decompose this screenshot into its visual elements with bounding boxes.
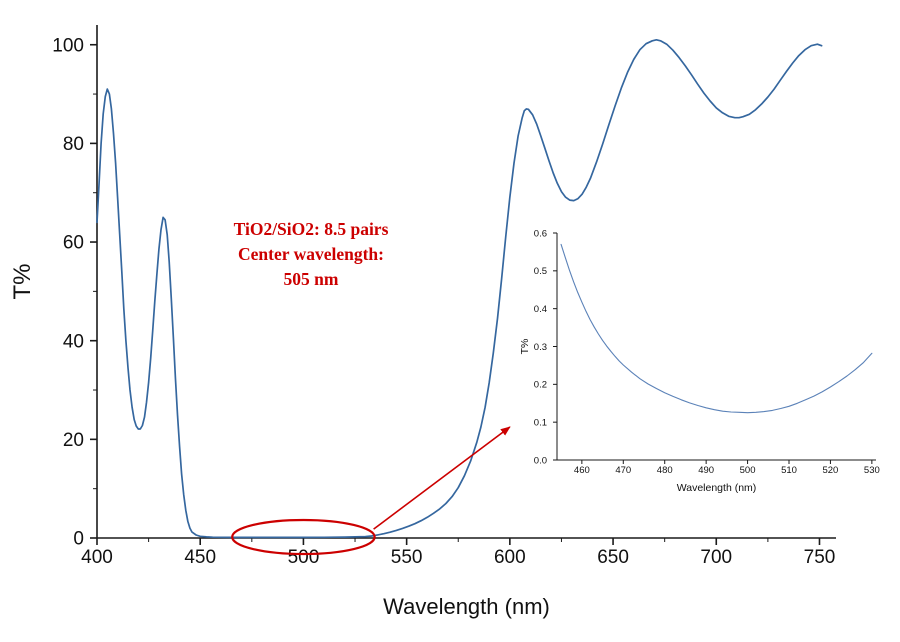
x-tick-label: 700 <box>700 547 732 568</box>
main-x-axis-title: Wavelength (nm) <box>383 594 550 619</box>
x-tick-label: 520 <box>822 465 838 476</box>
inset-y-axis-title: T% <box>519 339 531 355</box>
y-tick-label: 0 <box>73 529 84 550</box>
x-tick-label: 450 <box>184 547 216 568</box>
inset-pointer-arrow <box>373 426 511 530</box>
y-tick-label: 0.5 <box>534 266 547 277</box>
y-tick-label: 0.4 <box>534 304 547 315</box>
main-plot: 400 450 500 550 600 650 700 750 0 20 40 60 80 100 Wave… <box>9 25 836 619</box>
x-tick-label: 400 <box>81 547 113 568</box>
annotation-line-3: 505 nm <box>283 269 339 289</box>
inset-x-axis-title: Wavelength (nm) <box>677 482 757 494</box>
y-tick-label: 0.2 <box>534 380 547 391</box>
y-tick-label: 60 <box>63 233 84 254</box>
x-tick-label: 470 <box>615 465 631 476</box>
x-tick-label: 750 <box>804 547 836 568</box>
inset-plot: 460 470 480 490 500 510 520 530 0.0 0.1 0.2 0.3 0.4 0… <box>519 228 880 494</box>
x-tick-label: 530 <box>864 465 880 476</box>
y-tick-label: 0.6 <box>534 228 547 239</box>
y-tick-label: 40 <box>63 331 84 352</box>
x-tick-label: 600 <box>494 547 526 568</box>
y-tick-label: 0.1 <box>534 417 547 428</box>
transmission-curve <box>96 38 823 539</box>
annotation-line-1: TiO2/SiO2: 8.5 pairs <box>233 219 389 239</box>
x-tick-label: 510 <box>781 465 797 476</box>
y-tick-label: 80 <box>63 134 84 155</box>
x-tick-label: 650 <box>597 547 629 568</box>
x-tick-label: 460 <box>574 465 590 476</box>
x-tick-label: 480 <box>657 465 673 476</box>
annotation-text: TiO2/SiO2: 8.5 pairs Center wavelength: … <box>213 217 409 292</box>
x-tick-label: 490 <box>698 465 714 476</box>
highlight-ellipse <box>231 518 376 556</box>
y-tick-label: 0.0 <box>534 455 547 466</box>
y-tick-label: 20 <box>63 430 84 451</box>
x-tick-label: 500 <box>740 465 756 476</box>
y-tick-label: 0.3 <box>534 342 547 353</box>
y-tick-label: 100 <box>52 35 84 56</box>
x-tick-label: 500 <box>288 547 320 568</box>
stopband-detail-curve <box>560 243 873 414</box>
main-y-axis-title: T% <box>9 264 36 300</box>
annotation-line-2: Center wavelength: <box>238 244 384 264</box>
x-tick-label: 550 <box>391 547 423 568</box>
